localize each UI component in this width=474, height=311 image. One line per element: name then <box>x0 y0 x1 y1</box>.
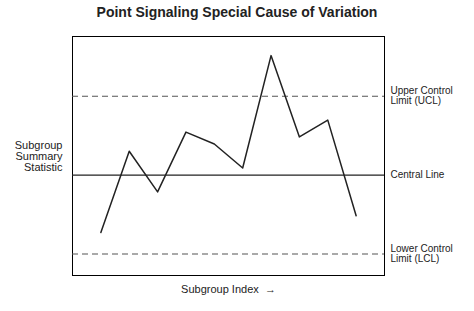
svg-text:Subgroup Index →: Subgroup Index → <box>181 283 276 295</box>
svg-text:Lower ControlLimit (LCL): Lower ControlLimit (LCL) <box>391 243 453 264</box>
svg-text:Central Line: Central Line <box>391 169 445 180</box>
svg-text:Upper ControlLimit (UCL): Upper ControlLimit (UCL) <box>391 85 453 106</box>
svg-text:SubgroupSummaryStatistic: SubgroupSummaryStatistic <box>15 139 63 173</box>
html-text:Point Signaling Special Cause: Point Signaling Special Cause of Variati… <box>96 4 378 20</box>
